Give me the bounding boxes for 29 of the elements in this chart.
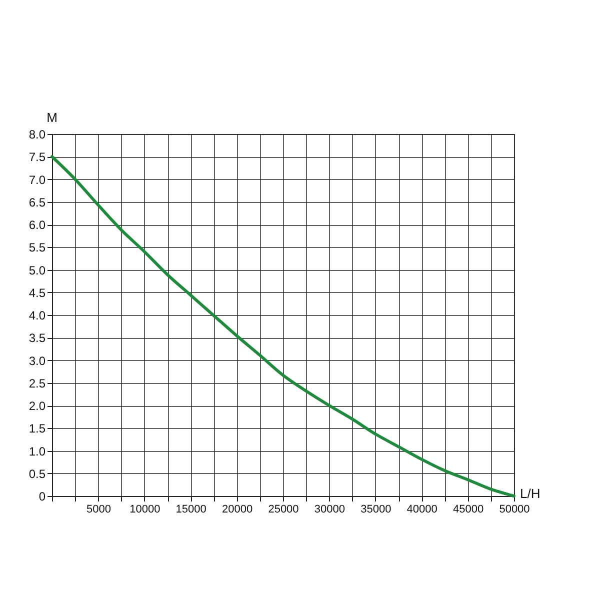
x-tick-label: 5000: [86, 504, 111, 516]
x-tick-label: 50000: [499, 504, 530, 516]
y-tick-label: 8.0: [28, 128, 46, 142]
x-tick-label: 20000: [222, 504, 253, 516]
x-axis-title: L/H: [520, 486, 540, 501]
y-tick-label: 3.5: [28, 331, 46, 346]
y-tick-label: 3.0: [28, 354, 46, 368]
x-tick-label: 45000: [453, 504, 484, 516]
x-tick-label: 40000: [406, 504, 438, 516]
x-tick-label: 30000: [314, 504, 345, 516]
y-tick-label: 7.0: [28, 172, 46, 187]
y-tick-label: 7.5: [28, 150, 46, 164]
y-tick-label: 4.5: [28, 286, 46, 300]
y-axis-title: M: [46, 110, 58, 125]
y-tick-label: 1.5: [28, 422, 46, 436]
x-tick-label: 25000: [268, 504, 299, 516]
y-tick-label: 2.0: [28, 399, 46, 413]
y-tick-label: 0: [38, 490, 46, 504]
y-tick-label: 1.0: [28, 444, 46, 458]
y-tick-label: 5.5: [28, 240, 46, 255]
y-tick-label: 4.0: [28, 308, 46, 322]
y-tick-label: 6.0: [28, 218, 46, 232]
y-tick-label: 5.0: [28, 263, 46, 278]
x-tick-label: 10000: [130, 504, 160, 516]
y-tick-label: 6.5: [28, 195, 46, 210]
y-tick-label: 0.5: [28, 466, 46, 481]
x-tick-label: 35000: [360, 504, 392, 516]
x-tick-label: 15000: [176, 504, 206, 516]
y-tick-label: 2.5: [28, 376, 46, 390]
